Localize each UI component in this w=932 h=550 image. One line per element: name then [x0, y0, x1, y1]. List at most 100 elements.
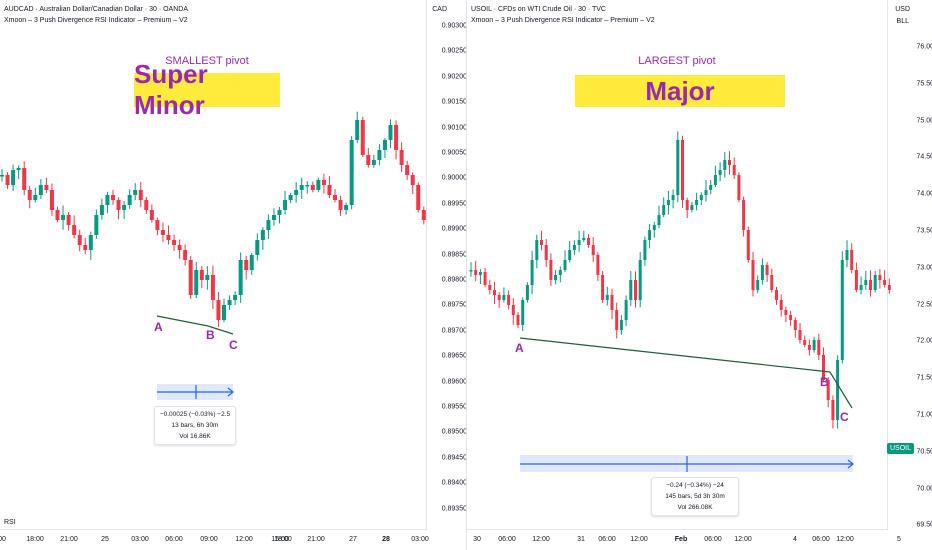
usoil-chart-canvas[interactable] [467, 0, 932, 550]
indicator-name[interactable]: Xmoon – 3 Push Divergence RSI Indicator … [4, 17, 188, 24]
chart-panel-audcad[interactable]: AUDCAD · Australian Dollar/Canadian Doll… [0, 0, 466, 550]
candle-body [878, 275, 882, 280]
candle-body [854, 270, 858, 290]
candle-body [751, 260, 755, 290]
price-tick-label: 73.00 [916, 264, 932, 272]
candle-body [883, 280, 887, 285]
candle-body [803, 340, 807, 345]
price-tick-label: 72.00 [916, 337, 932, 345]
time-tick-label: 18:00 [274, 536, 292, 543]
time-tick-label: 18:00 [26, 536, 44, 543]
candle-body [826, 380, 830, 400]
price-axis[interactable]: CAD 0.90300 0.90250 0.90200 0.90150 0.90100 0… [426, 0, 466, 530]
candle-body [194, 270, 199, 295]
candle-body [718, 170, 722, 175]
candle-body [160, 230, 165, 235]
rsi-pane-label[interactable]: RSI [4, 519, 16, 526]
measure-arrowhead [227, 387, 234, 397]
time-axis[interactable]: 00 18:00 21:00 25 03:00 06:00 09:00 12:00 15:00 1… [0, 529, 429, 550]
candle-body [249, 255, 254, 270]
time-tick-label: 4 [793, 536, 797, 543]
price-tick-label: 0.89650 [441, 352, 466, 360]
measure-range-box[interactable] [157, 384, 233, 400]
candle-body [33, 195, 38, 200]
candle-body [111, 195, 115, 200]
candle-body [634, 280, 637, 300]
candle-body [421, 210, 426, 220]
candle-body [127, 195, 132, 205]
candle-body [770, 275, 774, 290]
symbol-title[interactable]: USOIL · CFDs on WTI Crude Oil · 30 · TVC [471, 6, 606, 13]
candle-body [699, 195, 703, 200]
time-tick-label: 12:00 [836, 536, 854, 543]
candle-body [798, 330, 802, 340]
divergence-line-bc [829, 371, 853, 409]
time-tick-label: 15:00 [271, 536, 289, 543]
candle-body [817, 340, 821, 355]
candle-body [474, 270, 478, 275]
last-price-tag[interactable]: USOIL [887, 443, 915, 454]
measure-change: −0.24 (−0.34%) −24 [666, 482, 724, 489]
candle-body [483, 272, 487, 285]
candle-body [416, 185, 421, 210]
pivot-label-box: Major [575, 75, 785, 107]
price-tick-label: 0.89350 [441, 505, 466, 513]
candle-body [244, 260, 249, 270]
candle-body [338, 200, 343, 210]
candle-body [859, 285, 863, 290]
time-axis[interactable]: 30 06:00 12:00 31 06:00 12:00 Feb 06:00 12:00 4 06… [467, 529, 901, 550]
audcad-chart-canvas[interactable] [0, 0, 466, 550]
time-tick-label: 06:00 [704, 536, 722, 543]
time-tick-label: 30 [473, 536, 481, 543]
pivot-caption: LARGEST pivot [638, 55, 716, 67]
point-a-label: A [154, 320, 163, 334]
candle-body [327, 185, 332, 195]
candle-body [166, 235, 171, 240]
candle-body [591, 245, 595, 255]
candle-body [596, 255, 600, 275]
candle-body [572, 245, 576, 250]
price-tick-label: 0.89800 [441, 276, 466, 284]
candle-body [105, 195, 110, 205]
candle-body [497, 295, 501, 300]
price-axis[interactable]: USD BLL 76.00 75.50 75.00 74.50 74.00 73.50 73… [887, 0, 932, 530]
symbol-title[interactable]: AUDCAD · Australian Dollar/Canadian Doll… [4, 6, 189, 13]
candle-body [544, 245, 548, 260]
candle-body [563, 260, 567, 270]
candle-body [199, 270, 204, 280]
candle-body [271, 215, 276, 220]
candle-body [582, 238, 586, 240]
candle-body [288, 195, 293, 200]
candle-body [836, 360, 840, 420]
candle-body [44, 185, 49, 190]
measure-range-box[interactable] [520, 455, 853, 472]
candle-body [549, 260, 553, 280]
point-a-label: A [515, 341, 524, 355]
candle-body [864, 280, 868, 285]
price-tick-label: 0.89400 [441, 479, 466, 487]
candle-body [615, 310, 619, 330]
candle-body [530, 260, 534, 285]
candle-body [760, 265, 764, 280]
candle-body [793, 320, 797, 330]
time-tick-label: 21:00 [307, 536, 325, 543]
candle-body [227, 300, 232, 305]
indicator-name[interactable]: Xmoon – 3 Push Divergence RSI Indicator … [471, 17, 655, 24]
price-tick-label: 75.00 [916, 117, 932, 125]
measure-arrowhead [847, 459, 854, 469]
candle-body [723, 160, 727, 170]
point-c-label: C [840, 410, 849, 424]
pivot-label-box: Super Minor [134, 59, 280, 120]
candle-body [469, 270, 473, 272]
chart-panel-usoil[interactable]: USOIL · CFDs on WTI Crude Oil · 30 · TVC… [466, 0, 932, 550]
candle-body [610, 295, 614, 310]
candle-body [554, 275, 558, 280]
candle-body [22, 168, 27, 190]
candle-body [831, 400, 835, 420]
candle-body [183, 250, 188, 260]
candle-body [779, 300, 783, 310]
candle-body [177, 245, 182, 250]
candle-body [737, 175, 741, 200]
measure-volume: Vol 16.86K [179, 433, 211, 440]
candle-body [789, 315, 793, 320]
